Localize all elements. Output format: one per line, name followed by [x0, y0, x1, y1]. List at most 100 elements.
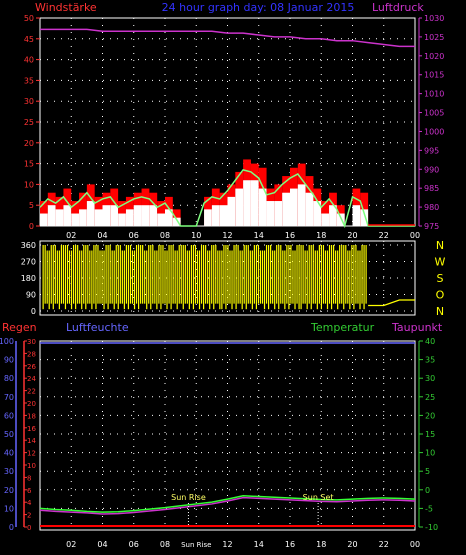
rain-y-tick-label: 28: [27, 350, 36, 358]
wind-average-bar: [110, 205, 119, 226]
temperature-y-tick-label: 0: [425, 486, 430, 495]
direction-y-tick-label: 180: [21, 274, 36, 283]
temperature-x-tick-label: 16: [285, 540, 295, 549]
wind-average-bar: [165, 209, 173, 226]
wind-x-tick-label: 12: [222, 231, 232, 240]
pressure-y-tick-label: 1020: [424, 52, 444, 61]
sun-marker-label: Sun Rise: [171, 493, 206, 502]
wind-average-bar: [360, 209, 369, 226]
pressure-y-ticks: 975 980 985 990 995 1000 1005 1010 1015 1020 1025 1…: [418, 14, 444, 231]
temperature-y-tick-label: -5: [425, 504, 433, 513]
temperature-lines: [39, 494, 416, 527]
temperature-x-tick-label: 20: [347, 540, 357, 549]
pressure-y-tick-label: 1015: [424, 71, 444, 80]
temperature-x-tick-label: 06: [129, 540, 139, 549]
pressure-y-tick-label: 980: [424, 203, 439, 212]
wind-average-bar: [47, 205, 56, 226]
temperature-x-tick-label: 18: [316, 540, 326, 549]
direction-tail-line: [368, 299, 415, 307]
temperature-y-tick-label: 40: [425, 337, 435, 346]
temperature-y-tick-label: 5: [425, 467, 430, 476]
pressure-y-tick-label: 990: [424, 165, 439, 174]
temperature-x-tick-label: 04: [97, 540, 107, 549]
pressure-title: Luftdruck: [372, 1, 424, 14]
humidity-y-tick-label: 70: [4, 393, 14, 402]
pressure-y-tick-label: 1000: [424, 127, 444, 136]
pressure-y-tick-label: 985: [424, 184, 439, 193]
humidity-y-tick-label: 60: [4, 411, 14, 420]
pressure-y-tick-label: 1005: [424, 109, 444, 118]
pressure-y-tick-label: 975: [424, 222, 439, 231]
wind-y-tick-label: 0: [29, 222, 34, 231]
wind-y-tick-label: 40: [24, 56, 34, 65]
wind-average-bar: [352, 205, 361, 226]
temperature-y-tick-label: 10: [425, 449, 435, 458]
wind-y-tick-label: 5: [29, 201, 34, 210]
wind-x-tick-label: 22: [379, 231, 389, 240]
wind-mean-line: [39, 168, 415, 229]
wind-y-tick-label: 50: [24, 14, 34, 23]
wind-x-tick-label: 00: [410, 231, 420, 240]
wind-average-bar: [204, 209, 212, 226]
wind-average-bar: [94, 209, 103, 226]
rain-y-tick-label: 6: [27, 487, 32, 495]
temperature-y-tick-label: 35: [425, 356, 435, 365]
sun-marker-label: Sun Set: [303, 493, 334, 502]
wind-average-bar: [282, 192, 290, 226]
wind-average-bar: [79, 209, 87, 226]
humidity-y-tick-label: 50: [4, 430, 14, 439]
rain-y-tick-label: 22: [27, 388, 36, 396]
wind-average-bar: [258, 188, 267, 226]
wind-y-tick-label: 10: [24, 180, 34, 189]
temperature-y-tick-label: 15: [425, 430, 435, 439]
rain-y-tick-label: 4: [27, 499, 32, 507]
wind-average-bar: [71, 213, 80, 226]
wind-x-ticks: 02 04 06 08 10 12 14 16 18 20 22 00: [66, 231, 420, 240]
wind-average-bar: [149, 205, 158, 226]
wind-average-bar: [125, 209, 134, 226]
temperature-x-tick-label: 08: [160, 540, 170, 549]
wind-x-tick-label: 06: [129, 231, 139, 240]
wind-x-tick-label: 08: [160, 231, 170, 240]
rain-y-tick-label: 10: [27, 462, 36, 470]
wind-average-bar: [235, 188, 244, 226]
wind-y-ticks: 0 5 10 15 20 25 30 35 40 45 50: [24, 14, 40, 231]
compass-label: N: [436, 305, 444, 318]
direction-y-tick-label: 90: [26, 291, 36, 300]
wind-y-tick-label: 45: [24, 35, 34, 44]
wind-gust-bar: [118, 201, 126, 226]
compass-label: O: [436, 289, 445, 302]
rain-title: Regen: [2, 321, 37, 334]
pressure-y-tick-label: 1010: [424, 90, 444, 99]
wind-y-tick-label: 15: [24, 160, 34, 169]
humidity-title: Luftfeuchte: [66, 321, 129, 334]
wind-average-bar: [133, 205, 142, 226]
temperature-y-ticks: -10 -5 0 5 10 15 20 25 30 35 40: [418, 337, 438, 532]
wind-average-bar: [274, 201, 283, 226]
temperature-y-tick-label: 25: [425, 393, 435, 402]
wind-average-bar: [336, 213, 345, 226]
humidity-y-tick-label: 80: [4, 374, 14, 383]
wind-y-tick-label: 20: [24, 139, 34, 148]
wind-average-bar: [141, 205, 150, 226]
wind-x-tick-label: 10: [191, 231, 201, 240]
wind-gust-bar: [40, 201, 48, 226]
direction-y-ticks: 0 90 180 270 360: [21, 241, 36, 316]
temperature-title: Temperatur: [310, 321, 375, 334]
rain-y-tick-label: 30: [27, 338, 36, 346]
wind-gust-bar: [321, 201, 330, 226]
rain-y-tick-label: 14: [27, 437, 36, 445]
direction-y-tick-label: 0: [31, 307, 36, 316]
direction-y-tick-label: 270: [21, 258, 36, 267]
wind-average-bar: [172, 217, 181, 226]
wind-average-bar: [219, 205, 228, 226]
direction-y-tick-label: 360: [21, 241, 36, 250]
wind-average-bar: [40, 213, 48, 226]
compass-label: W: [435, 256, 446, 269]
humidity-y-tick-label: 10: [4, 504, 14, 513]
